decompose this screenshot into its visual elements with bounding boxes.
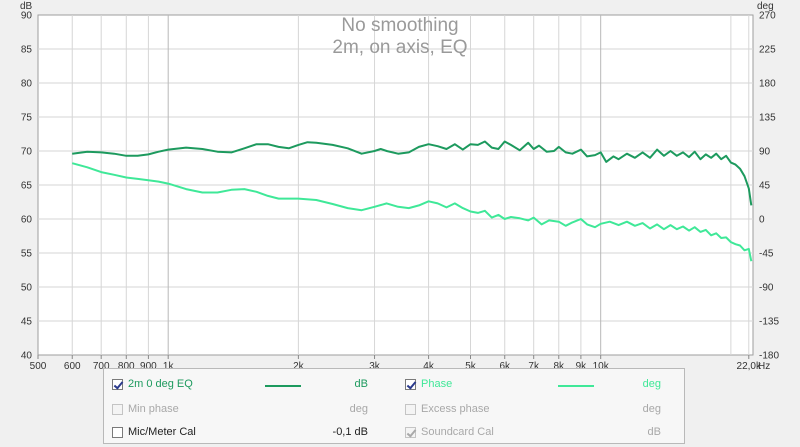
y-tick-label: 50 — [21, 283, 33, 294]
y-tick-label: 40 — [21, 351, 33, 362]
y-right-tick-label: -135 — [759, 317, 779, 328]
legend-item-phase[interactable]: Phase deg — [405, 375, 685, 397]
checkbox-soundcard-cal[interactable] — [405, 427, 417, 438]
x-tick-label: 700 — [93, 361, 110, 372]
y-right-tick-label: 0 — [759, 215, 765, 226]
legend-unit: -0,1 dB — [332, 426, 368, 438]
checkbox-2m-0-deg-eq[interactable] — [112, 379, 124, 390]
legend-line-swatch — [265, 385, 301, 387]
x-tick-label: 5k — [465, 361, 477, 372]
chart-subtitle: 2m, on axis, EQ — [332, 37, 467, 58]
legend-unit: dB — [647, 426, 661, 438]
legend-unit: deg — [349, 403, 368, 415]
legend-label: Mic/Meter Cal — [128, 426, 196, 438]
y-right-tick-label: 180 — [759, 79, 776, 90]
checkbox-min-phase[interactable] — [112, 404, 123, 415]
y-tick-label: 90 — [21, 11, 33, 22]
y-tick-label: 70 — [21, 147, 33, 158]
legend-panel: 2m 0 deg EQ dB Phase deg Min phase deg E… — [103, 368, 685, 444]
legend-unit: deg — [642, 378, 661, 390]
y-tick-label: 75 — [21, 113, 33, 124]
legend-label: Excess phase — [421, 403, 490, 415]
x-tick-label: 8k — [553, 361, 565, 372]
legend-label: Phase — [421, 378, 453, 390]
legend-label: Min phase — [128, 403, 179, 415]
y-right-tick-label: -45 — [759, 249, 774, 260]
legend-label: 2m 0 deg EQ — [128, 378, 193, 390]
chart-title: No smoothing — [341, 15, 458, 36]
legend-item-min-phase[interactable]: Min phase deg — [112, 400, 392, 422]
checkbox-excess-phase[interactable] — [405, 404, 416, 415]
x-tick-label: 800 — [118, 361, 135, 372]
y-tick-label: 60 — [21, 215, 33, 226]
y-right-tick-label: 45 — [759, 181, 771, 192]
y-right-tick-label: 270 — [759, 11, 776, 22]
y-right-tick-label: 135 — [759, 113, 776, 124]
legend-item-excess-phase[interactable]: Excess phase deg — [405, 400, 685, 422]
legend-unit: deg — [642, 403, 661, 415]
series-line-2m-0-deg-eq — [72, 140, 753, 206]
legend-label: Soundcard Cal — [421, 426, 494, 438]
x-tick-label: 1k — [163, 361, 175, 372]
x-tick-label: 900 — [140, 361, 157, 372]
y-tick-label: 45 — [21, 317, 33, 328]
y-right-axis-unit-label: deg — [757, 1, 774, 12]
y-tick-label: 65 — [21, 181, 33, 192]
y-right-tick-label: 90 — [759, 147, 771, 158]
y-axis-unit-label: dB — [20, 1, 33, 12]
x-tick-label: 500 — [30, 361, 47, 372]
checkbox-mic-meter-cal[interactable] — [112, 427, 123, 438]
x-axis-unit-label: Hz — [758, 361, 770, 372]
legend-item-soundcard-cal[interactable]: Soundcard Cal dB — [405, 423, 685, 445]
x-tick-label: 22,0k — [737, 361, 762, 372]
x-tick-label: 600 — [64, 361, 81, 372]
checkbox-phase[interactable] — [405, 379, 417, 390]
y-right-tick-label: -90 — [759, 283, 774, 294]
x-tick-label: 7k — [528, 361, 540, 372]
x-tick-label: 4k — [423, 361, 435, 372]
x-tick-label: 2k — [293, 361, 305, 372]
legend-item-mic-meter-cal[interactable]: Mic/Meter Cal -0,1 dB — [112, 423, 392, 445]
y-right-tick-label: -180 — [759, 351, 779, 362]
x-tick-label: 10k — [593, 361, 610, 372]
legend-line-swatch — [558, 385, 594, 387]
y-tick-label: 55 — [21, 249, 33, 260]
y-tick-label: 85 — [21, 45, 33, 56]
y-tick-label: 80 — [21, 79, 33, 90]
x-tick-label: 3k — [369, 361, 381, 372]
series-line-phase — [71, 162, 753, 262]
x-tick-label: 6k — [499, 361, 511, 372]
legend-unit: dB — [354, 378, 368, 390]
x-tick-label: 9k — [576, 361, 588, 372]
y-right-tick-label: 225 — [759, 45, 776, 56]
legend-item-2m-0-deg-eq[interactable]: 2m 0 deg EQ dB — [112, 375, 392, 397]
